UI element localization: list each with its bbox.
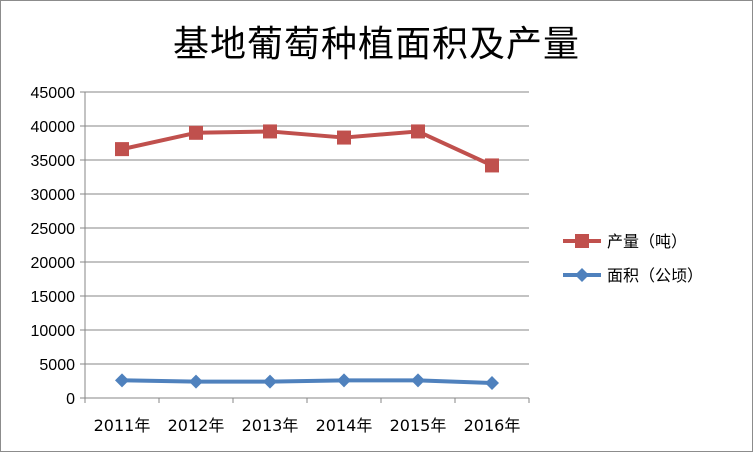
legend-marker-square	[575, 234, 589, 248]
data-point-square	[337, 130, 351, 145]
y-tick-label: 20000	[31, 255, 76, 272]
y-tick-labels: 0 5000 10000 15000 20000 25000 30000 35000 40000…	[31, 85, 76, 408]
data-point-diamond	[485, 376, 499, 391]
data-point-diamond	[189, 374, 203, 389]
legend-marker-diamond	[575, 268, 589, 282]
data-point-square	[263, 124, 277, 139]
data-point-diamond	[411, 373, 425, 388]
y-tick-label: 15000	[31, 289, 76, 306]
legend-label: 面积（公顷）	[607, 266, 703, 285]
data-point-square	[411, 124, 425, 139]
data-point-square	[189, 125, 203, 140]
x-tick-label: 2015年	[390, 416, 447, 435]
x-tick-label: 2013年	[242, 416, 299, 435]
y-tick-label: 35000	[31, 153, 76, 170]
data-point-diamond	[337, 373, 351, 388]
x-tick-labels: 2011年 2012年 2013年 2014年 2015年 2016年	[94, 416, 521, 435]
axes	[80, 91, 530, 403]
x-tick-label: 2012年	[168, 416, 225, 435]
y-tick-label: 25000	[31, 221, 76, 238]
series-2	[115, 373, 499, 391]
x-tick-label: 2011年	[94, 416, 151, 435]
y-tick-label: 0	[66, 391, 75, 408]
series-1	[115, 124, 499, 173]
series-line	[121, 378, 493, 386]
data-point-diamond	[115, 373, 129, 388]
x-tick-label: 2016年	[464, 416, 521, 435]
y-tick-label: 30000	[31, 187, 76, 204]
series-line	[121, 129, 493, 168]
chart-title: 基地葡萄种植面积及产量	[172, 24, 580, 65]
legend-item: 产量（吨）	[563, 232, 687, 251]
data-point-square	[115, 142, 129, 157]
y-tick-label: 45000	[31, 85, 76, 102]
legend-label: 产量（吨）	[607, 232, 687, 251]
y-tick-label: 10000	[31, 323, 76, 340]
y-tick-label: 40000	[31, 119, 76, 136]
gridlines	[85, 91, 529, 365]
legend-item: 面积（公顷）	[563, 266, 703, 285]
data-point-square	[485, 158, 499, 173]
legend: 产量（吨） 面积（公顷）	[563, 232, 703, 285]
x-tick-label: 2014年	[316, 416, 373, 435]
y-tick-label: 5000	[39, 357, 75, 374]
data-point-diamond	[263, 374, 277, 389]
series-lines	[115, 124, 499, 391]
